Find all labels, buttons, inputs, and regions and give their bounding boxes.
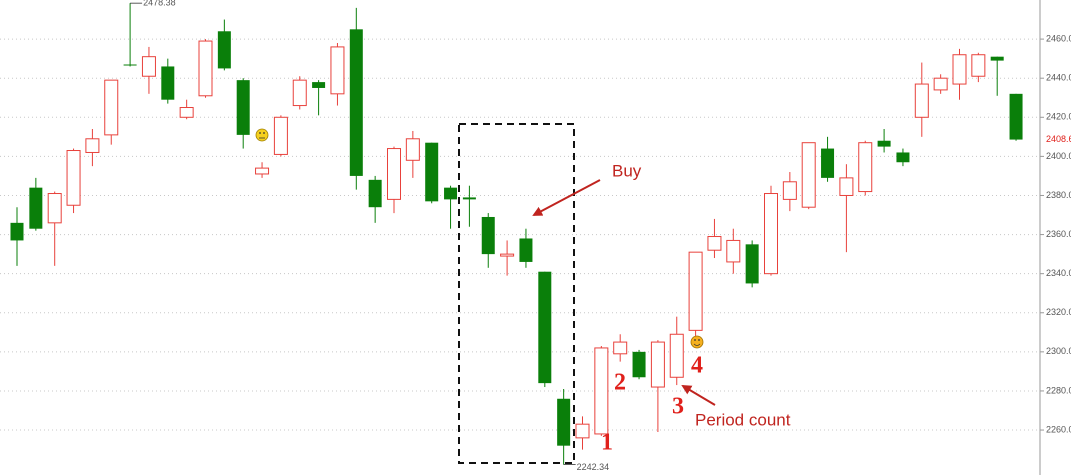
candle-body xyxy=(161,66,175,100)
smiley xyxy=(255,128,269,142)
candle-body xyxy=(236,80,250,135)
candle-body xyxy=(66,150,81,206)
candle-body xyxy=(613,341,628,355)
candle-body xyxy=(557,398,571,446)
y-tick-label: 2440.0 xyxy=(1046,73,1071,83)
y-tick-label: 2380.0 xyxy=(1046,190,1071,200)
smiley xyxy=(690,335,704,349)
candle-body xyxy=(707,236,722,251)
candle-body xyxy=(292,79,307,107)
candle-body xyxy=(990,56,1004,61)
candle-body xyxy=(481,216,495,255)
candle-body xyxy=(764,193,778,275)
candle-body xyxy=(538,271,552,384)
y-tick-label: 2420.0 xyxy=(1046,112,1071,122)
count-label: 4 xyxy=(691,353,703,379)
candle-body xyxy=(632,351,646,378)
candle-body xyxy=(650,341,665,388)
candle-body xyxy=(688,251,703,331)
candle-body xyxy=(104,79,119,136)
candle-body xyxy=(782,181,797,200)
y-tick-label: 2280.0 xyxy=(1046,385,1071,395)
candle-body xyxy=(85,138,100,153)
candle-body xyxy=(500,253,515,257)
candle-body xyxy=(444,187,458,200)
highlight-box xyxy=(458,123,575,464)
count-label: 1 xyxy=(601,430,613,456)
candle-body xyxy=(368,179,382,208)
y-tick-label: 2400.0 xyxy=(1046,151,1071,161)
candle-body xyxy=(575,423,590,439)
last-price-label: 2408.6 xyxy=(1046,134,1071,144)
y-tick-label: 2300.0 xyxy=(1046,346,1071,356)
candle-body xyxy=(179,107,194,118)
candle-body xyxy=(745,244,759,284)
count-label: 2 xyxy=(614,370,626,396)
candle-body xyxy=(669,333,684,378)
candle-body xyxy=(217,31,231,69)
candle-body xyxy=(47,193,62,224)
candle-body xyxy=(462,197,476,200)
candle-body xyxy=(594,347,609,435)
period-arrow xyxy=(681,384,716,406)
candle-body xyxy=(519,238,533,262)
candle-body xyxy=(877,140,891,147)
y-tick-label: 2320.0 xyxy=(1046,307,1071,317)
y-tick-label: 2460.0 xyxy=(1046,33,1071,43)
grid: 2260.0 2280.0 2300.0 2320.0 2340.0 2360.0 2380… xyxy=(0,33,1071,434)
candle-body xyxy=(839,177,854,196)
candle-body xyxy=(273,116,288,155)
high-label: 2478.38 xyxy=(143,0,176,8)
candle-body xyxy=(801,142,816,208)
candle-body xyxy=(312,82,326,88)
candle-body xyxy=(726,239,741,263)
candle-body xyxy=(405,138,420,161)
candles: 2478.38 2242.34 2408.6 xyxy=(10,0,1071,472)
candle-body xyxy=(123,64,137,66)
candle-body xyxy=(141,56,156,77)
candle-body xyxy=(330,46,345,95)
candle-body xyxy=(914,83,929,118)
candle-body xyxy=(971,54,986,77)
candle-body xyxy=(387,148,401,200)
candle-body xyxy=(858,142,873,193)
y-tick-label: 2360.0 xyxy=(1046,229,1071,239)
candle-body xyxy=(1009,93,1023,140)
y-tick-label: 2340.0 xyxy=(1046,268,1071,278)
y-tick-label: 2260.0 xyxy=(1046,424,1071,434)
candle-body xyxy=(425,142,439,202)
candle-body xyxy=(933,77,948,91)
candle-body xyxy=(29,187,43,229)
candle-body xyxy=(10,222,24,241)
candle-body xyxy=(255,167,270,175)
candle-body xyxy=(952,54,967,85)
period-count-label: Period count xyxy=(695,410,791,429)
count-label: 3 xyxy=(672,394,684,420)
candle-body xyxy=(821,148,835,178)
candle-body xyxy=(198,40,213,97)
buy-label: Buy xyxy=(612,161,642,180)
low-label: 2242.34 xyxy=(577,462,610,472)
buy-arrow xyxy=(532,179,601,216)
candle-body xyxy=(349,29,363,176)
candle-body xyxy=(896,152,910,163)
